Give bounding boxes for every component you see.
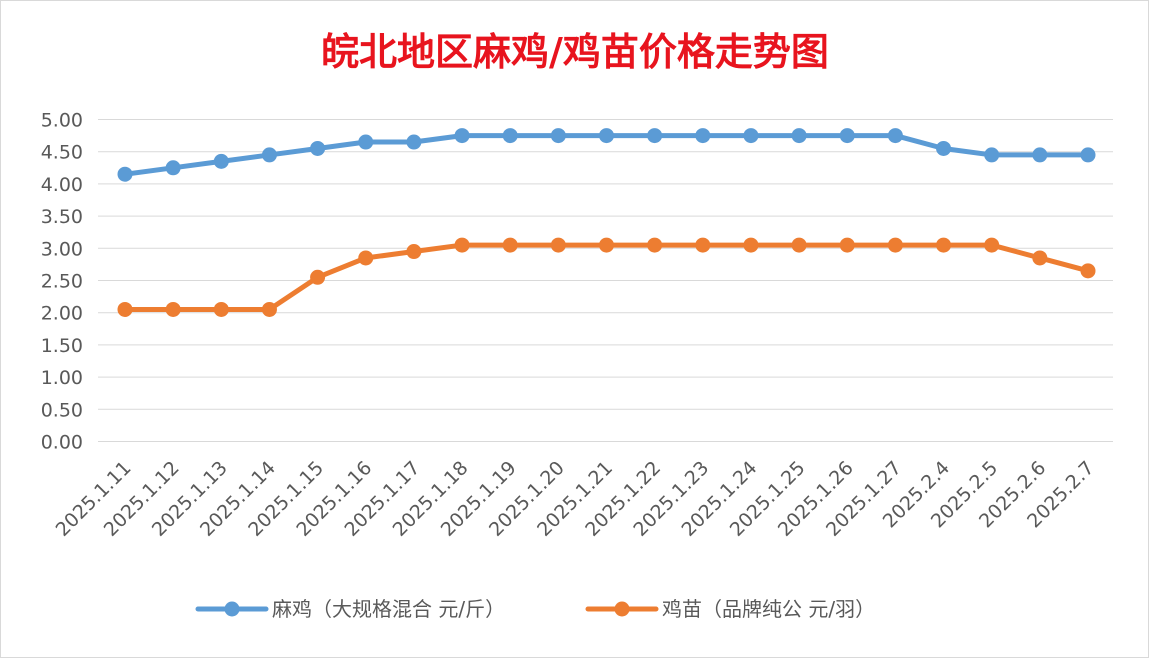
y-tick-label: 2.00 — [41, 303, 83, 325]
data-point — [984, 147, 1000, 163]
data-point — [695, 128, 711, 144]
y-tick-label: 0.00 — [41, 432, 83, 454]
data-point — [647, 128, 663, 144]
data-point — [791, 237, 807, 253]
legend-label: 鸡苗（品牌纯公 元/羽） — [662, 597, 875, 621]
data-point — [791, 128, 807, 144]
data-point — [550, 237, 566, 253]
data-point — [743, 128, 759, 144]
data-point — [550, 128, 566, 144]
data-point — [261, 301, 277, 317]
data-point — [117, 166, 133, 182]
data-point — [647, 237, 663, 253]
data-point — [984, 237, 1000, 253]
data-point — [358, 250, 374, 266]
chart-title: 皖北地区麻鸡/鸡苗价格走势图 — [321, 29, 829, 74]
legend-label: 麻鸡（大规格混合 元/斤） — [272, 597, 505, 621]
data-point — [406, 134, 422, 150]
legend-marker — [614, 601, 630, 617]
data-point — [454, 237, 470, 253]
data-point — [695, 237, 711, 253]
y-tick-label: 3.50 — [41, 206, 83, 228]
data-point — [839, 128, 855, 144]
legend-item: 麻鸡（大规格混合 元/斤） — [195, 597, 505, 621]
legend: 麻鸡（大规格混合 元/斤） 鸡苗（品牌纯公 元/羽） — [195, 597, 875, 621]
data-point — [165, 301, 181, 317]
data-point — [310, 269, 326, 285]
y-tick-label: 2.50 — [41, 271, 83, 293]
y-axis-tick-labels: 0.00 0.50 1.00 1.50 2.00 2.50 3.00 3.50 4.00 4.50… — [41, 110, 83, 454]
data-point — [310, 140, 326, 156]
data-point — [213, 301, 229, 317]
data-point — [1080, 147, 1096, 163]
data-point — [358, 134, 374, 150]
data-point — [1080, 263, 1096, 279]
data-point — [599, 237, 614, 253]
y-tick-label: 1.00 — [41, 367, 83, 389]
data-point — [502, 128, 518, 144]
data-point — [743, 237, 759, 253]
data-point — [454, 128, 470, 144]
y-tick-label: 4.50 — [41, 142, 83, 164]
x-axis-tick-labels: 2025.1.112025.1.122025.1.132025.1.142025… — [52, 457, 1099, 541]
y-tick-label: 0.50 — [41, 399, 83, 421]
data-point — [1032, 250, 1048, 266]
data-point — [165, 160, 181, 176]
data-point — [213, 153, 229, 169]
series-lines — [117, 128, 1096, 317]
data-point — [887, 237, 903, 253]
y-tick-label: 1.50 — [41, 335, 83, 357]
data-point — [887, 128, 903, 144]
series-line — [122, 242, 1091, 312]
data-point — [261, 147, 277, 163]
data-point — [502, 237, 518, 253]
y-tick-label: 5.00 — [41, 110, 83, 132]
data-point — [117, 301, 133, 317]
y-tick-label: 3.00 — [41, 238, 83, 260]
data-point — [936, 237, 952, 253]
data-point — [839, 237, 855, 253]
series-1 — [117, 128, 1096, 182]
y-tick-label: 4.00 — [41, 174, 83, 196]
gridlines — [98, 119, 1113, 442]
data-point — [936, 140, 952, 156]
data-point — [599, 128, 614, 144]
data-point — [1032, 147, 1048, 163]
legend-item: 鸡苗（品牌纯公 元/羽） — [585, 597, 875, 621]
legend-marker — [224, 601, 240, 617]
series-2 — [117, 237, 1096, 317]
data-point — [406, 244, 422, 260]
